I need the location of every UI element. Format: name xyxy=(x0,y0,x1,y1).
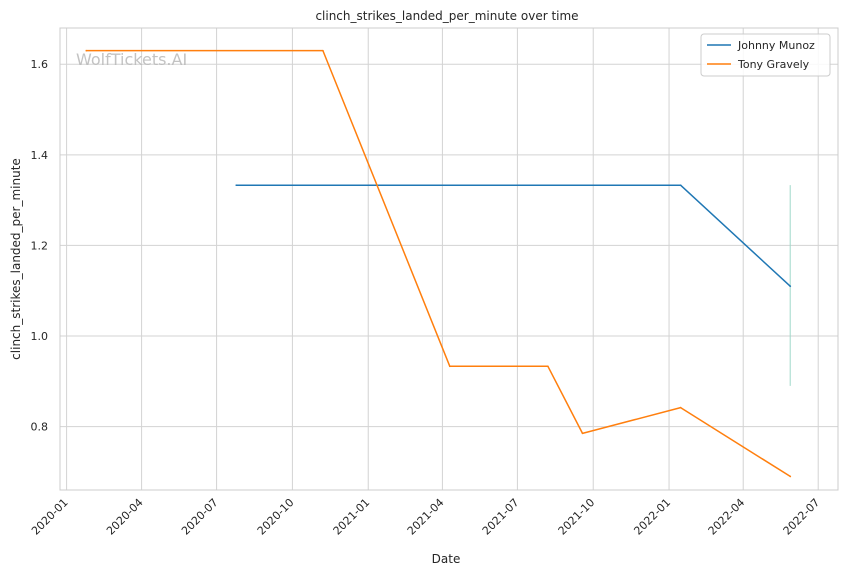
y-tick-label: 1.0 xyxy=(31,330,49,343)
data-point xyxy=(322,49,324,52)
x-axis-label: Date xyxy=(432,552,461,566)
legend-box xyxy=(700,33,831,77)
data-point xyxy=(789,285,791,287)
watermark: WolfTickets.AI xyxy=(76,50,187,69)
data-point xyxy=(679,184,682,186)
y-tick-labels: 0.8 1.0 1.2 1.4 1.6 xyxy=(31,58,49,433)
legend: Johnny Munoz Tony Gravely xyxy=(700,33,831,77)
y-tick-label: 0.8 xyxy=(31,421,49,434)
data-point xyxy=(85,49,88,52)
chart-title: clinch_strikes_landed_per_minute over ti… xyxy=(315,9,578,23)
data-point xyxy=(449,365,451,368)
legend-label: Johnny Munoz xyxy=(737,39,815,52)
data-point xyxy=(679,406,682,409)
plot-frame xyxy=(59,27,839,491)
data-point xyxy=(581,432,584,435)
series-layer xyxy=(85,49,792,478)
data-point xyxy=(547,365,549,368)
y-axis-label: clinch_strikes_landed_per_minute xyxy=(9,158,23,360)
legend-label: Tony Gravely xyxy=(737,58,810,71)
data-point xyxy=(789,475,791,478)
y-tick-label: 1.4 xyxy=(31,149,49,162)
grid xyxy=(60,28,838,490)
y-tick-label: 1.6 xyxy=(31,58,49,71)
y-tick-label: 1.2 xyxy=(31,239,49,252)
data-point xyxy=(235,184,238,186)
